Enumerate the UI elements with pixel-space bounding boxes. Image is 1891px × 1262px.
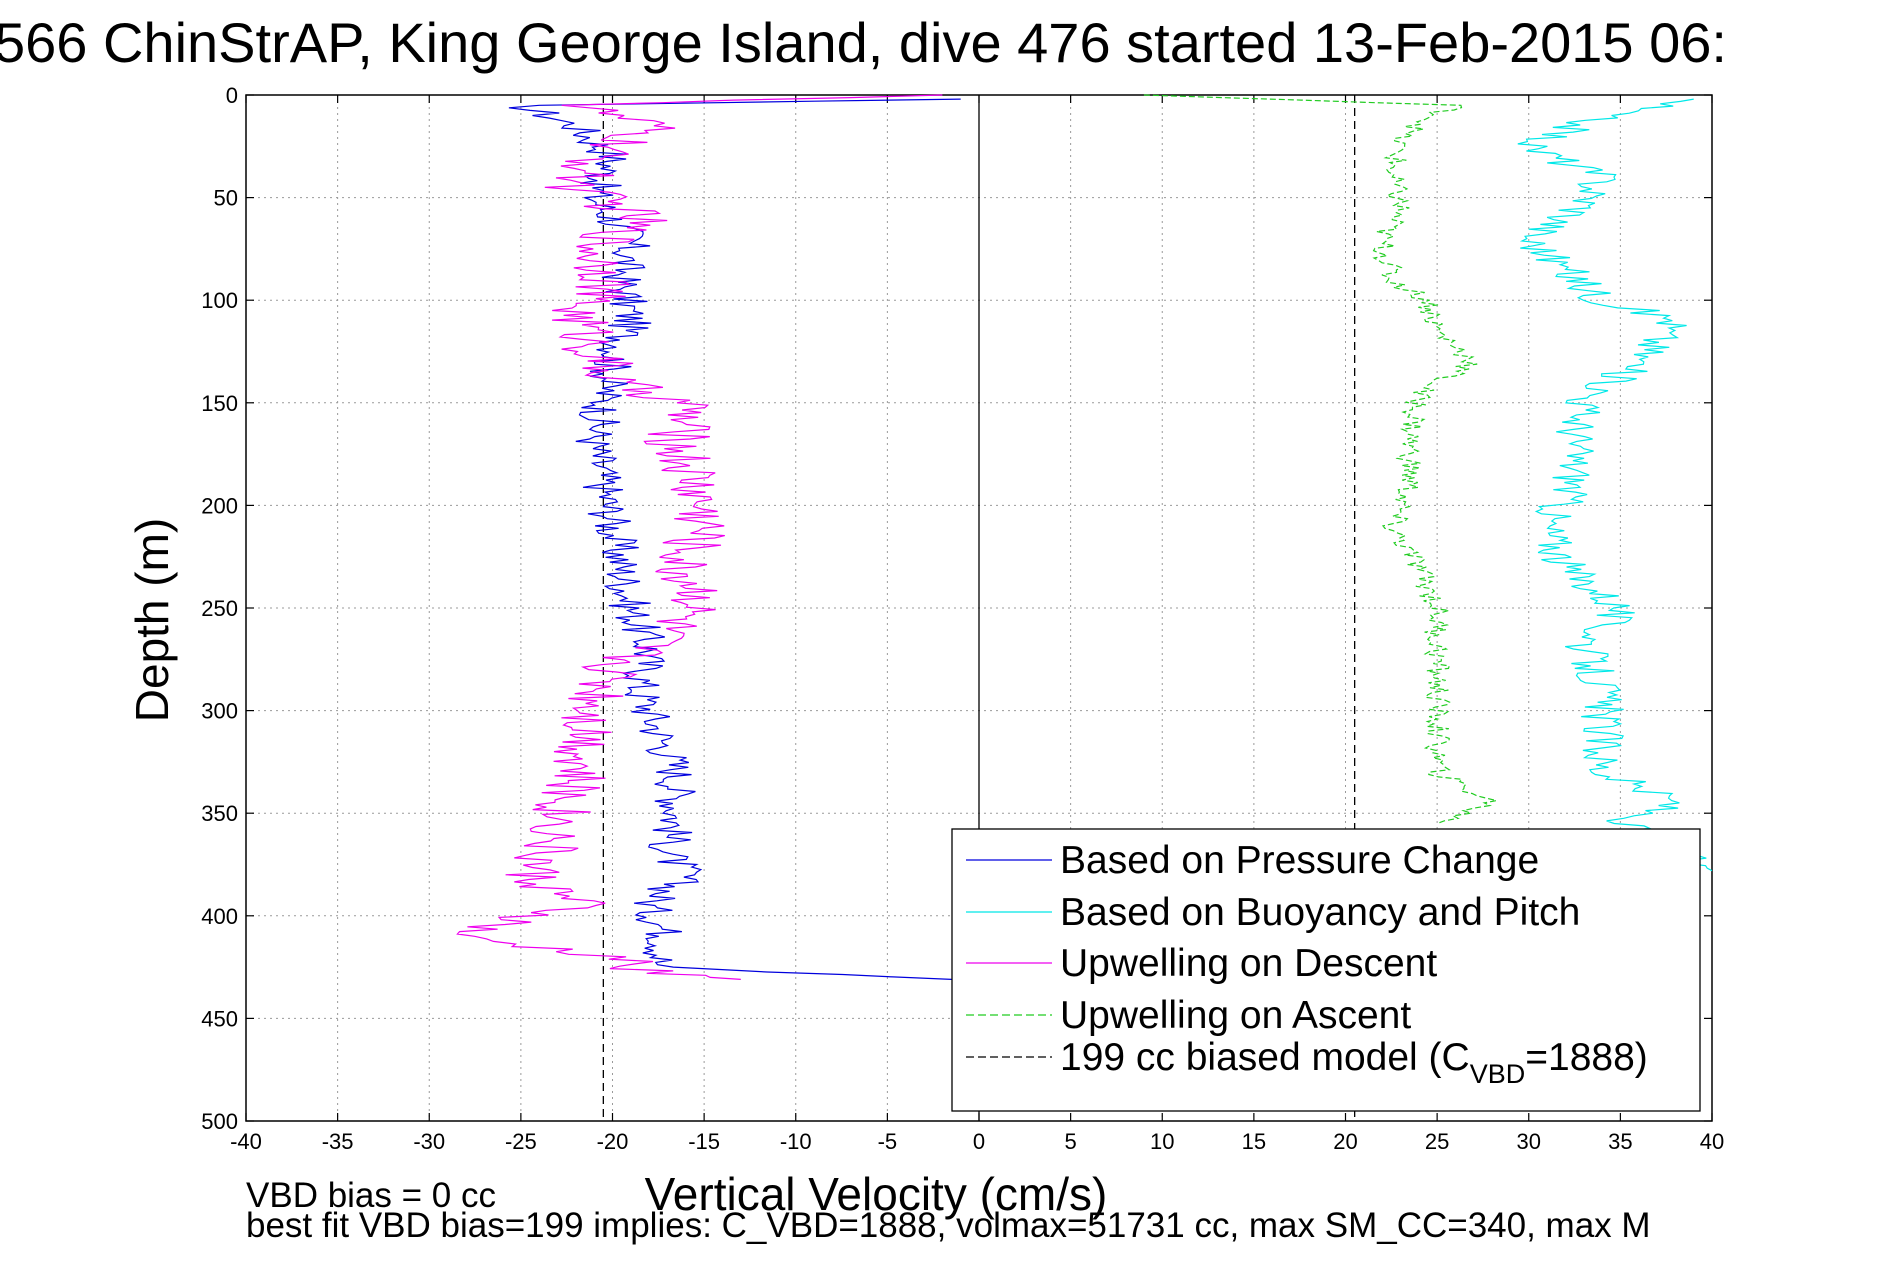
- y-tick-label: 150: [201, 391, 238, 416]
- x-tick-label: 15: [1242, 1129, 1266, 1154]
- x-axis-label: Vertical Velocity (cm/s): [645, 1168, 1108, 1220]
- series-upwelling-descent: [456, 94, 943, 980]
- y-tick-label: 50: [214, 186, 238, 211]
- x-tick-label: -40: [230, 1129, 262, 1154]
- x-tick-label: 10: [1150, 1129, 1174, 1154]
- plot-frame: [245, 94, 1713, 1122]
- annotation-vbd-bias: VBD bias = 0 cc: [246, 1176, 496, 1215]
- x-tick-label: -10: [780, 1129, 812, 1154]
- x-tick-label: 25: [1425, 1129, 1449, 1154]
- y-tick-label: 100: [201, 288, 238, 313]
- legend-label: Upwelling on Descent: [1060, 942, 1437, 985]
- series-lines: [456, 94, 1713, 980]
- chart-title: 566 ChinStrAP, King George Island, dive …: [0, 11, 1727, 74]
- y-tick-labels: 0 50 100 150 200 250 300 350 400 450 500: [201, 83, 238, 1134]
- annotation-best-fit: best fit VBD bias=199 implies: C_VBD=188…: [246, 1206, 1651, 1245]
- legend: Based on Pressure Change Based on Buoyanc…: [951, 828, 1701, 1112]
- y-tick-label: 200: [201, 493, 238, 518]
- y-axis-label: Depth (m): [126, 518, 178, 722]
- x-tick-label: -20: [597, 1129, 629, 1154]
- y-tick-label: 250: [201, 596, 238, 621]
- x-tick-label: 40: [1700, 1129, 1724, 1154]
- x-tick-label: -25: [505, 1129, 537, 1154]
- legend-label: Upwelling on Ascent: [1060, 994, 1411, 1037]
- x-tick-label: 30: [1517, 1129, 1541, 1154]
- y-tick-label: 300: [201, 699, 238, 724]
- legend-box: [951, 828, 1701, 1112]
- legend-label: Based on Buoyancy and Pitch: [1060, 891, 1580, 934]
- y-tick-label: 350: [201, 801, 238, 826]
- series-pressure-change: [508, 98, 961, 980]
- x-tick-label: 5: [1065, 1129, 1077, 1154]
- x-tick-label: -15: [688, 1129, 720, 1154]
- x-tick-label: -35: [322, 1129, 354, 1154]
- x-tick-label: 20: [1333, 1129, 1357, 1154]
- y-tick-label: 400: [201, 904, 238, 929]
- x-tick-labels: -40 -35 -30 -25 -20 -15 -10 -5 0 5 10 15 20 25 30 35 40: [230, 1129, 1724, 1154]
- legend-label: 199 cc biased model (CVBD=1888): [1060, 1036, 1648, 1089]
- y-tick-label: 450: [201, 1006, 238, 1031]
- model-lines: [602, 95, 1356, 1121]
- x-tick-label: 0: [973, 1129, 985, 1154]
- y-tick-label: 0: [226, 83, 238, 108]
- x-tick-label: 35: [1608, 1129, 1632, 1154]
- x-tick-label: -30: [413, 1129, 445, 1154]
- legend-label: Based on Pressure Change: [1060, 839, 1539, 882]
- series-upwelling-ascent: [1143, 94, 1497, 825]
- x-tick-label: -5: [878, 1129, 898, 1154]
- series-buoyancy-pitch: [1517, 98, 1713, 872]
- y-tick-label: 500: [201, 1109, 238, 1134]
